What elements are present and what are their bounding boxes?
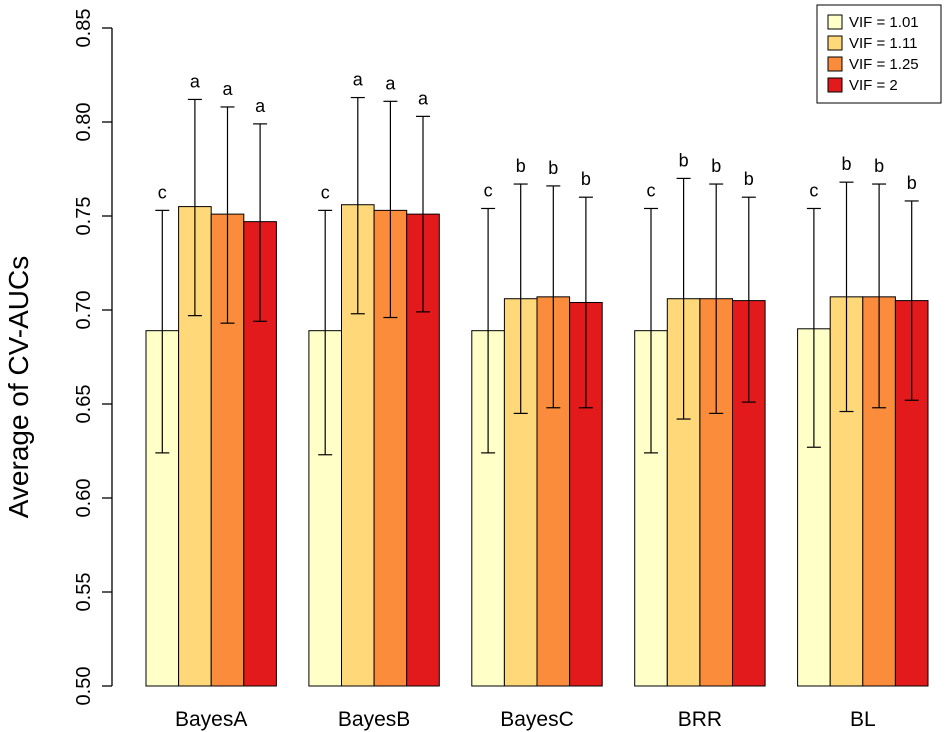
error-bars xyxy=(155,96,919,456)
significance-letter: b xyxy=(907,173,917,193)
significance-letter: c xyxy=(321,182,330,202)
legend-swatch xyxy=(827,77,843,93)
legend: VIF = 1.01 VIF = 1.11 VIF = 1.25 VIF = 2 xyxy=(816,4,942,104)
significance-letter: a xyxy=(353,70,364,90)
significance-letter: a xyxy=(190,71,201,91)
significance-letter: a xyxy=(222,79,233,99)
significance-letter: a xyxy=(255,96,266,116)
significance-letter: b xyxy=(874,156,884,176)
y-tick-label: 0.80 xyxy=(73,103,95,142)
significance-letter: a xyxy=(418,88,429,108)
x-category-label: BayesC xyxy=(500,708,574,731)
legend-swatch xyxy=(827,14,843,30)
bar xyxy=(894,300,929,687)
y-tick-label: 0.85 xyxy=(73,9,95,48)
x-category-label: BayesA xyxy=(175,708,247,731)
y-tick-label: 0.65 xyxy=(73,385,95,424)
significance-letter: c xyxy=(809,180,818,200)
significance-letters: c a a a c a a a c b b b c b b b c b b b xyxy=(158,70,917,203)
y-tick-label: 0.75 xyxy=(73,197,95,236)
x-axis-categories: BayesA BayesB BayesC BRR BL xyxy=(175,708,876,731)
bars xyxy=(145,204,929,687)
significance-letter: c xyxy=(158,182,167,202)
y-tick-label: 0.50 xyxy=(73,667,95,706)
significance-letter: c xyxy=(647,180,656,200)
x-category-label: BayesB xyxy=(338,708,410,731)
significance-letter: c xyxy=(484,180,493,200)
bar xyxy=(569,301,603,687)
y-tick-label: 0.55 xyxy=(73,573,95,612)
legend-swatch xyxy=(827,35,843,51)
significance-letter: a xyxy=(385,73,396,93)
significance-letter: b xyxy=(581,169,591,189)
legend-label: VIF = 2 xyxy=(849,77,898,94)
y-axis-label: Average of CV-AUCs xyxy=(3,256,34,519)
x-category-label: BRR xyxy=(678,708,722,731)
legend-label: VIF = 1.01 xyxy=(849,14,919,31)
y-tick-label: 0.70 xyxy=(73,291,95,330)
y-axis: 0.50 0.55 0.60 0.65 0.70 0.75 0.80 0.85 xyxy=(73,9,113,706)
significance-letter: b xyxy=(548,158,558,178)
x-category-label: BL xyxy=(850,708,876,731)
significance-letter: b xyxy=(711,156,721,176)
legend-swatch xyxy=(827,56,843,72)
legend-label: VIF = 1.25 xyxy=(849,56,919,73)
legend-label: VIF = 1.11 xyxy=(849,35,918,52)
significance-letter: b xyxy=(516,156,526,176)
significance-letter: b xyxy=(679,150,689,170)
significance-letter: b xyxy=(744,169,754,189)
significance-letter: b xyxy=(841,154,851,174)
y-tick-label: 0.60 xyxy=(73,479,95,518)
